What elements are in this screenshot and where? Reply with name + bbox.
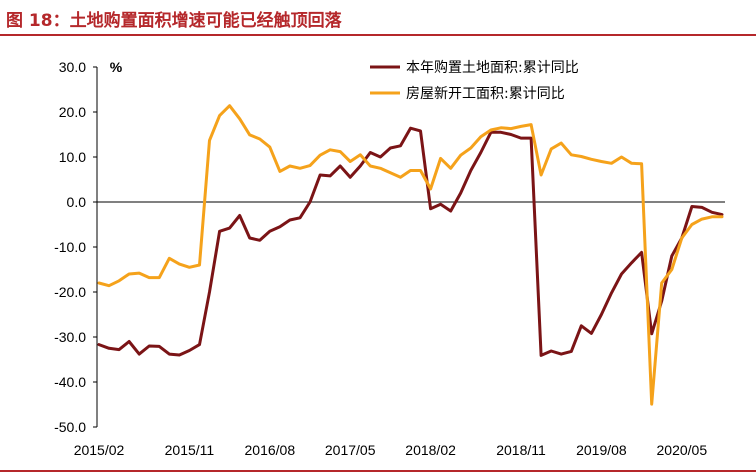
legend-label-1: 本年购置土地面积:累计同比 [406,60,579,76]
y-tick-label: 10.0 [59,149,86,165]
legend-label-2: 房屋新开工面积:累计同比 [406,86,565,102]
figure-title: 图 18：土地购置面积增速可能已经触顶回落 [6,11,342,31]
y-tick-label: 30.0 [59,59,86,75]
x-tick-label: 2015/02 [74,442,125,458]
y-tick-label: -40.0 [54,374,86,390]
y-tick-label: -10.0 [54,239,86,255]
series-line-1 [97,126,724,357]
x-tick-label: 2017/05 [325,442,376,458]
x-tick-label: 2019/08 [576,442,627,458]
x-tick-label: 2020/05 [657,442,708,458]
y-tick-label: 0.0 [67,194,87,210]
x-tick-label: 2018/11 [496,442,546,458]
y-tick-label: -20.0 [54,284,86,300]
chart-lines [97,104,724,406]
chart-axes: 30.0 20.0 10.0 0.0 -10.0 -20.0 -30.0 -40.0 -50.0… [54,59,725,458]
y-tick-label: -30.0 [54,329,86,345]
y-tick-label: -50.0 [54,419,86,435]
series-line-2 [97,104,724,406]
y-unit-label: % [110,59,123,75]
y-tick-label: 20.0 [59,104,86,120]
title-rule [0,34,756,36]
x-tick-label: 2016/08 [245,442,296,458]
x-tick-label: 2018/02 [405,442,456,458]
x-tick-label: 2015/11 [165,442,215,458]
bottom-rule [0,470,756,472]
